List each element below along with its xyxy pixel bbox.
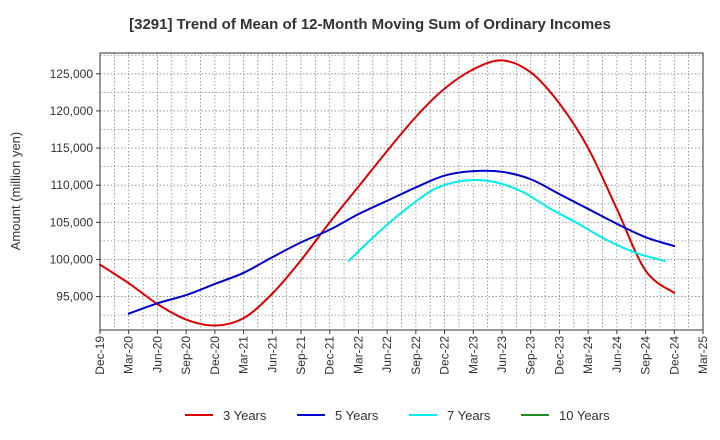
x-tick-label: Mar-25 [696, 336, 710, 374]
x-tick-label: Jun-22 [380, 336, 394, 373]
x-tick-label: Dec-24 [667, 336, 681, 375]
x-tick-label: Sep-22 [409, 336, 423, 375]
y-tick-label: 125,000 [50, 67, 94, 81]
x-tick-label: Mar-21 [237, 336, 251, 374]
x-tick-label: Sep-20 [179, 336, 193, 375]
chart-title: [3291] Trend of Mean of 12-Month Moving … [129, 16, 611, 33]
x-tick-label: Mar-24 [581, 336, 595, 374]
legend: 3 Years 5 Years 7 Years 10 Years [185, 408, 610, 423]
y-tick-label: 115,000 [51, 141, 94, 155]
x-tick-label: Jun-21 [265, 336, 279, 373]
y-ticks: 95,000 100,000 105,000 110,000 115,000 120,00… [50, 67, 100, 304]
x-tick-label: Dec-19 [93, 336, 107, 375]
series-line-7-years [347, 178, 666, 262]
x-tick-label: Mar-22 [351, 336, 365, 374]
grid [100, 53, 703, 330]
x-tick-label: Dec-23 [552, 336, 566, 375]
x-tick-label: Jun-24 [610, 336, 624, 373]
y-tick-label: 120,000 [50, 104, 94, 118]
y-axis-label: Amount (million yen) [8, 132, 23, 251]
x-tick-label: Dec-21 [323, 336, 337, 375]
y-tick-label: 105,000 [50, 215, 94, 229]
y-tick-label: 95,000 [56, 290, 93, 304]
x-tick-label: Dec-22 [438, 336, 452, 375]
x-tick-label: Sep-23 [524, 336, 538, 375]
x-tick-label: Sep-21 [294, 336, 308, 375]
legend-label-10-years: 10 Years [559, 408, 610, 423]
series-line-5-years [127, 169, 676, 315]
legend-label-7-years: 7 Years [447, 408, 491, 423]
legend-label-3-years: 3 Years [223, 408, 267, 423]
legend-label-5-years: 5 Years [335, 408, 379, 423]
y-tick-label: 110,000 [51, 178, 94, 192]
series-lines [99, 59, 676, 327]
plot-border [99, 52, 704, 331]
x-tick-label: Dec-20 [208, 336, 222, 375]
x-tick-label: Jun-20 [150, 336, 164, 373]
series-line-3-years [99, 59, 676, 327]
x-tick-label: Jun-23 [495, 336, 509, 373]
x-ticks: Dec-19 Mar-20 Jun-20 Sep-20 Dec-20 Mar-21 Jun-… [93, 330, 710, 375]
x-tick-label: Mar-20 [122, 336, 136, 374]
x-tick-label: Sep-24 [639, 336, 653, 375]
y-tick-label: 100,000 [50, 252, 94, 266]
x-tick-label: Mar-23 [466, 336, 480, 374]
